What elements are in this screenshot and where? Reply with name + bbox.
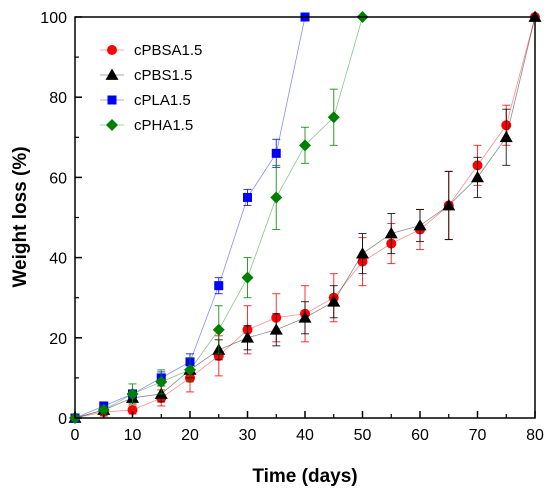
y-tick-label: 20 <box>49 331 67 348</box>
data-point <box>212 323 225 336</box>
data-point <box>528 10 542 22</box>
x-tick-label: 70 <box>469 427 487 444</box>
data-point <box>471 170 484 183</box>
x-tick-label: 50 <box>354 427 372 444</box>
data-point <box>271 148 281 158</box>
data-point <box>97 403 110 416</box>
ticks-layer: 0 10 20 30 40 50 60 70 80 0 20 40 60 80 100 <box>40 10 544 444</box>
data-point <box>356 247 369 259</box>
x-tick-label: 10 <box>124 427 142 444</box>
y-axis-title: Weight loss (%) <box>10 146 31 287</box>
data-point <box>126 387 139 400</box>
legend-marker <box>107 95 117 105</box>
legend-label: cPBSA1.5 <box>134 42 202 59</box>
y-tick-label: 40 <box>49 251 67 268</box>
data-point <box>384 227 398 239</box>
x-tick-label: 60 <box>411 427 429 444</box>
x-tick-label: 40 <box>296 427 314 444</box>
data-point <box>241 271 254 284</box>
data-point <box>127 404 138 415</box>
data-point <box>270 191 283 204</box>
y-tick-label: 60 <box>49 170 67 187</box>
legend-item-cpbsa1-5: cPBSA1.5 <box>100 42 202 59</box>
series-cpha1-5 <box>69 11 369 424</box>
x-tick-label: 20 <box>181 427 199 444</box>
y-tick-label: 80 <box>49 90 67 107</box>
legend-item-cpbs1-5: cPBS1.5 <box>100 67 192 84</box>
data-point <box>327 111 340 124</box>
legend-label: cPHA1.5 <box>134 117 193 134</box>
data-point <box>413 219 427 231</box>
x-tick-label: 80 <box>526 427 544 444</box>
x-tick-label: 0 <box>71 427 80 444</box>
legend: cPBSA1.5 cPBS1.5 cPLA1.5 cPHA1.5 <box>100 42 202 134</box>
data-point <box>214 281 224 291</box>
legend-marker <box>107 45 117 55</box>
data-point <box>243 192 252 202</box>
data-point <box>499 130 513 143</box>
x-tick-label: 30 <box>239 427 257 444</box>
data-point <box>442 198 456 211</box>
data-point <box>241 331 254 343</box>
x-axis-title: Time (days) <box>252 466 357 487</box>
y-tick-label: 100 <box>40 10 67 27</box>
legend-marker <box>106 119 118 131</box>
y-tick-label: 0 <box>58 411 67 428</box>
data-point <box>155 375 168 388</box>
legend-marker <box>105 68 119 80</box>
data-point <box>327 295 341 307</box>
data-point <box>298 311 312 323</box>
series-layer <box>68 10 542 424</box>
legend-item-cpha1-5: cPHA1.5 <box>100 117 193 134</box>
legend-label: cPBS1.5 <box>134 67 192 84</box>
data-point <box>299 139 311 152</box>
data-point <box>184 363 196 376</box>
data-point <box>269 323 283 335</box>
legend-label: cPLA1.5 <box>134 92 191 109</box>
legend-item-cpla1-5: cPLA1.5 <box>100 92 191 109</box>
